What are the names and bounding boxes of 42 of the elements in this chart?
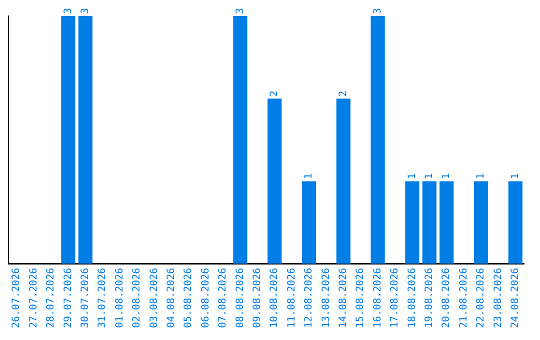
x-tick-label: 04.08.2026 — [166, 268, 177, 328]
data-label: 1 — [510, 173, 521, 180]
data-label: 3 — [372, 8, 384, 14]
x-tick-label: 03.08.2026 — [148, 268, 160, 328]
x-tick-label: 05.08.2026 — [183, 268, 194, 328]
x-tick-label: 24.08.2026 — [510, 268, 521, 328]
data-label: 3 — [234, 8, 246, 14]
x-tick-label: 01.08.2026 — [114, 268, 126, 328]
data-label: 2 — [269, 90, 280, 97]
x-tick-label: 15.08.2026 — [355, 268, 366, 328]
data-label: 1 — [424, 173, 435, 180]
x-tick-label: 12.08.2026 — [304, 268, 315, 328]
x-tick-label: 19.08.2026 — [424, 268, 435, 328]
x-tick-label: 27.07.2026 — [28, 268, 40, 328]
x-tick-label: 10.08.2026 — [269, 268, 280, 328]
x-tick-label: 23.08.2026 — [492, 268, 504, 328]
x-tick-label: 28.07.2026 — [46, 268, 57, 328]
x-tick-label: 11.08.2026 — [286, 268, 298, 328]
data-label: 1 — [406, 173, 418, 180]
x-tick-label: 22.08.2026 — [476, 268, 487, 328]
x-tick-label: 08.08.2026 — [234, 268, 246, 328]
x-tick-label: 18.08.2026 — [406, 268, 418, 328]
x-tick-label: 07.08.2026 — [218, 268, 229, 328]
x-tick-label: 16.08.2026 — [372, 268, 384, 328]
x-tick-label: 21.08.2026 — [458, 268, 470, 328]
data-label: 1 — [476, 173, 487, 180]
x-tick-label: 29.07.2026 — [62, 268, 74, 328]
data-label: 3 — [62, 8, 74, 14]
data-label: 1 — [304, 173, 315, 180]
x-tick-label: 20.08.2026 — [441, 268, 452, 328]
x-tick-label: 30.07.2026 — [80, 268, 91, 328]
x-tick-label: 14.08.2026 — [338, 268, 349, 328]
data-label: 2 — [338, 90, 349, 97]
data-label: 1 — [441, 173, 452, 180]
x-tick-label: 17.08.2026 — [390, 268, 401, 328]
x-tick-label: 13.08.2026 — [320, 268, 332, 328]
x-tick-label: 31.07.2026 — [97, 268, 108, 328]
x-tick-label: 06.08.2026 — [200, 268, 212, 328]
data-label: 3 — [80, 8, 91, 14]
x-tick-label: 09.08.2026 — [252, 268, 263, 328]
x-tick-label: 02.08.2026 — [132, 268, 143, 328]
x-tick-label: 26.07.2026 — [11, 268, 22, 328]
